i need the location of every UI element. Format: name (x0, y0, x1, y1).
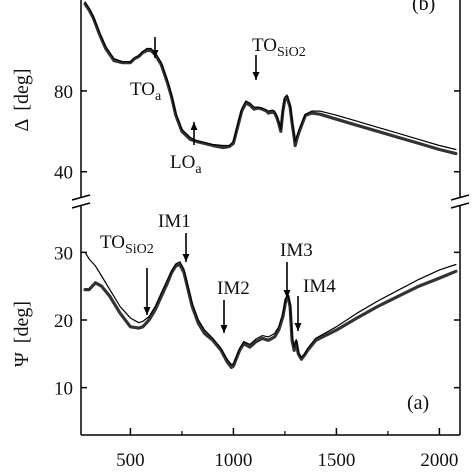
delta-symbol: Δ (11, 118, 33, 131)
psi-measured-curve (83, 262, 458, 369)
annotation-label-main: IM4 (303, 276, 336, 297)
y-tick-label: 10 (54, 379, 73, 400)
y-tick-label: 80 (54, 82, 73, 103)
annotation-arrow-head (182, 254, 190, 262)
annotation-label: TOSiO2 (252, 35, 306, 60)
annotation-label: LOa (170, 152, 202, 177)
annotation-arrow-head (143, 307, 151, 315)
annotation-arrow-head (190, 122, 198, 130)
annotation-label-sub: SiO2 (125, 242, 154, 257)
annotation-label: IM3 (280, 240, 313, 261)
annotation-label-main: LO (170, 152, 195, 173)
x-tick-label: 2000 (420, 450, 458, 471)
annotation-label-main: TO (100, 232, 125, 253)
tick-labels: 40 80 10 20 30 500 1000 1500 2000 (54, 82, 458, 471)
annotation-arrow-head (283, 290, 291, 298)
delta-model-curve (84, 1, 457, 151)
annotation-arrow-head (151, 50, 159, 58)
annotation-arrow-head (294, 323, 302, 331)
axis-break-right (450, 194, 470, 209)
annotation-label: IM1 (158, 211, 191, 232)
y-axis-label-top: Δ [deg] (11, 69, 33, 132)
delta-measured-curve (83, 2, 458, 156)
annotation-label: IM2 (217, 278, 250, 299)
y-tick-label: 20 (54, 311, 73, 332)
annotation-label-sub: SiO2 (277, 45, 306, 60)
tick-marks (81, 90, 460, 435)
axis-break-left (71, 194, 91, 209)
psi-symbol: Ψ (11, 352, 33, 367)
psi-model-curve (84, 251, 457, 366)
data-curves (83, 1, 458, 369)
x-tick-label: 1500 (317, 450, 355, 471)
annotation-label-main: IM3 (280, 240, 313, 261)
annotation-label: TOa (130, 79, 162, 104)
annotation-label-main: TO (130, 79, 155, 100)
annotation-label-main: TO (252, 35, 277, 56)
x-tick-label: 500 (116, 450, 145, 471)
annotation-label-main: IM2 (217, 278, 250, 299)
annotation-label-main: IM1 (158, 211, 191, 232)
y-axis-label-bottom: Ψ [deg] (11, 301, 33, 367)
y-tick-label: 30 (54, 243, 73, 264)
annotation-label-sub: a (155, 89, 162, 104)
annotation-arrow-head (220, 325, 228, 333)
annotation-arrows (143, 37, 302, 333)
axes-frame (71, 0, 470, 436)
x-tick-label: 1000 (214, 450, 252, 471)
annotation-label: TOSiO2 (100, 232, 154, 257)
panel-label-b: (b) (412, 0, 435, 15)
psi-unit: [deg] (11, 301, 33, 343)
delta-unit: [deg] (11, 69, 33, 111)
panel-label-a: (a) (407, 392, 429, 414)
annotation-label: IM4 (303, 276, 336, 297)
annotation-label-sub: a (195, 162, 202, 177)
annotation-arrow-head (252, 72, 260, 80)
y-tick-label: 40 (54, 163, 73, 184)
